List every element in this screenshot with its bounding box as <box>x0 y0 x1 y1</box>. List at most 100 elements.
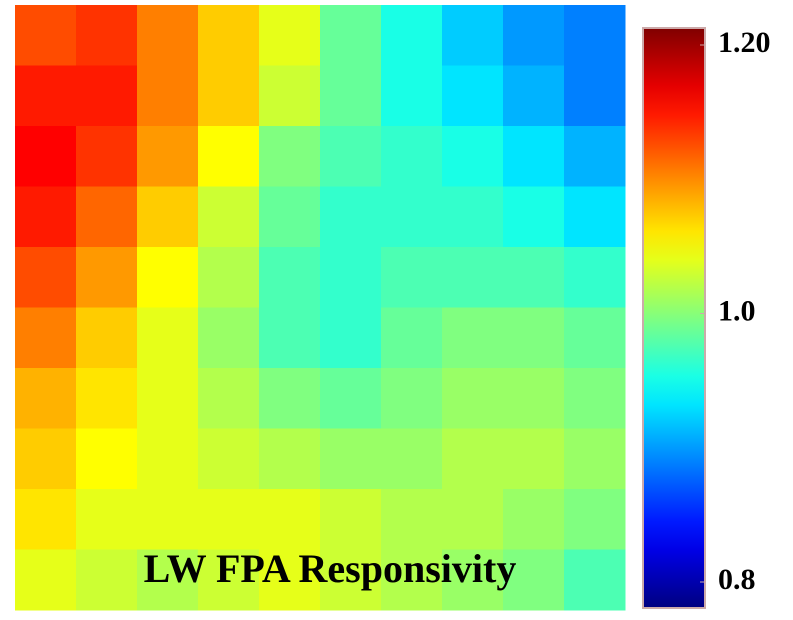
heatmap-cell <box>15 489 77 550</box>
heatmap-cell <box>442 247 504 308</box>
heatmap-cell <box>76 126 138 187</box>
heatmap-cell <box>198 307 260 369</box>
heatmap-cell <box>137 428 199 490</box>
heatmap-cell <box>15 549 77 611</box>
heatmap-cell <box>198 549 260 611</box>
heatmap-cell <box>442 186 504 248</box>
heatmap-cell <box>76 5 138 66</box>
heatmap-cell <box>15 126 77 187</box>
heatmap-cell <box>442 5 504 66</box>
heatmap-cell <box>564 126 626 187</box>
heatmap-cell <box>381 247 443 308</box>
heatmap-cell <box>503 5 565 66</box>
heatmap-cell <box>198 368 260 429</box>
heatmap-cell <box>76 307 138 369</box>
heatmap-cell <box>259 368 321 429</box>
heatmap-cell <box>503 65 565 127</box>
heatmap-cell <box>76 368 138 429</box>
heatmap-cell <box>503 126 565 187</box>
heatmap-cell <box>503 186 565 248</box>
heatmap-cell <box>15 186 77 248</box>
heatmap-cell <box>137 549 199 611</box>
heatmap-cell <box>381 5 443 66</box>
heatmap-cell <box>564 65 626 127</box>
chart-title: LW FPA Responsivity <box>144 546 517 591</box>
heatmap-cell <box>503 549 565 611</box>
heatmap-cell <box>564 5 626 66</box>
heatmap-cell <box>381 368 443 429</box>
heatmap-cell <box>15 65 77 127</box>
heatmap-cell <box>442 368 504 429</box>
heatmap-cell <box>442 126 504 187</box>
heatmap-cell <box>381 307 443 369</box>
heatmap-cell <box>320 5 382 66</box>
heatmap-cell <box>564 549 626 611</box>
heatmap-cell <box>503 307 565 369</box>
heatmap-cell <box>137 126 199 187</box>
heatmap-cell <box>564 428 626 490</box>
heatmap-cell <box>259 428 321 490</box>
heatmap-cell <box>320 428 382 490</box>
heatmap-cell <box>198 65 260 127</box>
heatmap-cell <box>259 307 321 369</box>
colorbar-tick-label: 1.0 <box>718 294 756 327</box>
heatmap-cell <box>198 5 260 66</box>
heatmap-cell <box>442 428 504 490</box>
heatmap-cell <box>503 489 565 550</box>
colorbar <box>642 27 706 609</box>
heatmap-cell <box>76 247 138 308</box>
heatmap-cell <box>198 489 260 550</box>
heatmap-cell <box>442 549 504 611</box>
heatmap-cell <box>320 549 382 611</box>
heatmap-cell <box>15 247 77 308</box>
heatmap-cell <box>564 186 626 248</box>
heatmap-cell <box>137 186 199 248</box>
heatmap-cell <box>381 126 443 187</box>
heatmap-cell <box>320 307 382 369</box>
heatmap-cell <box>564 368 626 429</box>
heatmap-cell <box>320 368 382 429</box>
colorbar-tick-label: 0.8 <box>718 563 756 596</box>
heatmap-cell <box>76 549 138 611</box>
heatmap-cell <box>76 186 138 248</box>
heatmap-cell <box>320 186 382 248</box>
colorbar-tick-label: 1.20 <box>718 26 771 59</box>
heatmap-cell <box>259 186 321 248</box>
heatmap-cell <box>442 489 504 550</box>
heatmap-cell <box>15 307 77 369</box>
heatmap-cell <box>137 368 199 429</box>
heatmap-cell <box>198 247 260 308</box>
heatmap-cell <box>137 247 199 308</box>
heatmap-cell <box>259 65 321 127</box>
heatmap-cell <box>137 5 199 66</box>
heatmap-cell <box>76 489 138 550</box>
heatmap-cell <box>381 489 443 550</box>
heatmap-cell <box>442 307 504 369</box>
heatmap-cell <box>564 247 626 308</box>
heatmap-cell <box>503 428 565 490</box>
heatmap-cell <box>320 65 382 127</box>
heatmap-cell <box>259 489 321 550</box>
heatmap-cell <box>381 186 443 248</box>
heatmap-cell <box>259 247 321 308</box>
heatmap <box>15 5 626 611</box>
heatmap-cell <box>564 489 626 550</box>
heatmap-cell <box>137 307 199 369</box>
heatmap-cell <box>15 5 77 66</box>
heatmap-cell <box>198 126 260 187</box>
heatmap-cell <box>503 368 565 429</box>
heatmap-cell <box>381 428 443 490</box>
heatmap-cell <box>15 428 77 490</box>
heatmap-cell <box>259 549 321 611</box>
heatmap-cell <box>503 247 565 308</box>
heatmap-cell <box>259 126 321 187</box>
heatmap-cell <box>381 65 443 127</box>
heatmap-cell <box>198 428 260 490</box>
heatmap-cell <box>564 307 626 369</box>
heatmap-cell <box>137 489 199 550</box>
heatmap-cell <box>381 549 443 611</box>
heatmap-cell <box>76 428 138 490</box>
heatmap-cell <box>259 5 321 66</box>
heatmap-cell <box>320 126 382 187</box>
heatmap-cell <box>320 247 382 308</box>
